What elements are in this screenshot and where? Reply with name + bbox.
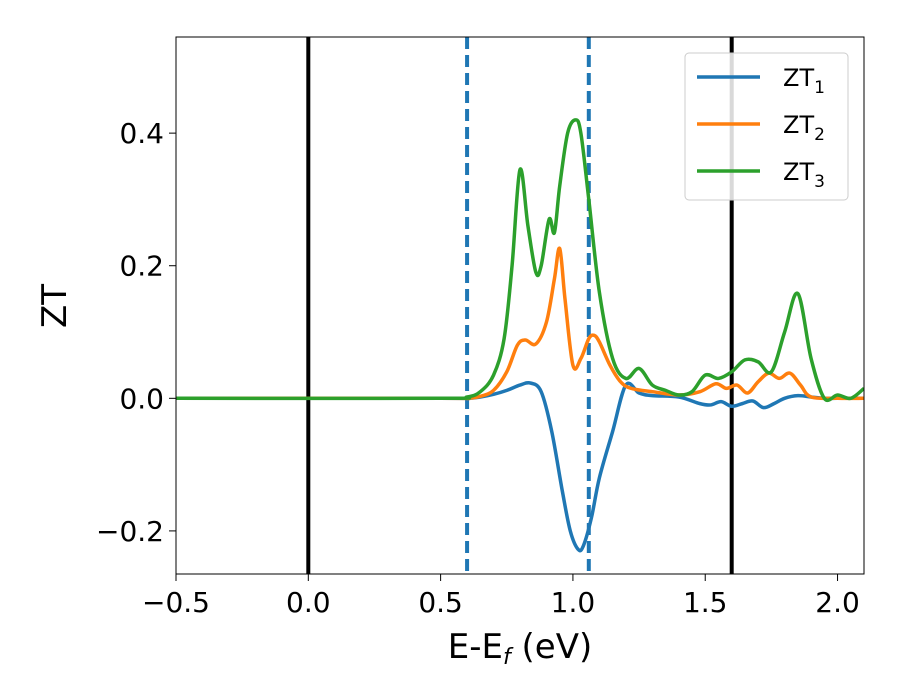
legend: ZT1 ZT2 ZT3 (684, 52, 849, 201)
y-tick-label: 0.0 (119, 382, 164, 415)
series-line-zt3 (176, 118, 864, 403)
y-tick-label: −0.2 (96, 515, 164, 548)
legend-label-zt2: ZT2 (783, 111, 825, 145)
series-line-zt1 (176, 380, 864, 553)
plot-frame (175, 36, 865, 575)
x-tick-label: 0.0 (286, 586, 331, 619)
y-tick-label: 0.2 (119, 250, 164, 283)
legend-label-zt3: ZT3 (783, 158, 825, 192)
legend-label-zt1: ZT1 (783, 64, 825, 98)
x-tick-label: −0.5 (142, 586, 210, 619)
x-axis-label: E-Ef (eV) (448, 627, 593, 670)
x-tick-label: 1.5 (683, 586, 728, 619)
x-tick-label: 2.0 (815, 586, 860, 619)
y-axis-label: ZT (35, 284, 75, 328)
x-axis-label-unit: (eV) (511, 627, 593, 667)
x-tick-label: 0.5 (418, 586, 463, 619)
x-axis-label-subscript: f (503, 645, 514, 670)
legend-box (684, 52, 849, 201)
x-tick-label: 1.0 (551, 586, 596, 619)
y-tick-label: 0.4 (119, 117, 164, 150)
